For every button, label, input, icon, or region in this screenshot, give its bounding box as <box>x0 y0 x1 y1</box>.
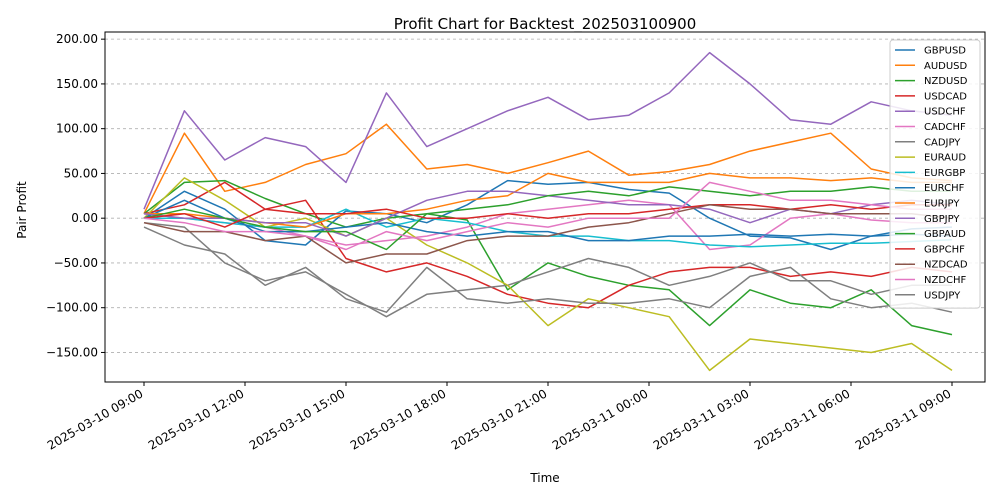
legend-box <box>889 39 981 309</box>
series-line-nzdchf <box>143 181 952 251</box>
y-axis: −150.00 −100.00 −50.00 0.00 50.00 100.00 150.0… <box>46 32 105 359</box>
y-tick-label: 100.00 <box>56 122 98 136</box>
plot-frame <box>104 31 986 383</box>
legend-label: NZDCAD <box>924 260 968 271</box>
series-line-nzdcad <box>143 204 953 264</box>
legend-label: USDJPY <box>924 290 961 301</box>
legend-label: EURGBP <box>924 168 965 179</box>
y-tick-label: 200.00 <box>56 32 98 46</box>
series-line-eurchf <box>143 199 953 242</box>
series-line-gbpchf <box>143 204 952 228</box>
legend-label: GBPCHF <box>924 244 965 255</box>
series-line-nzdusd <box>143 179 953 336</box>
legend-label: GBPUSD <box>924 46 966 57</box>
legend-label: NZDUSD <box>924 76 968 87</box>
series-line-usdjpy <box>143 226 953 313</box>
y-axis-title: Pair Profit <box>15 181 29 239</box>
series-line-cadjpy <box>143 221 952 318</box>
legend-label: CADJPY <box>924 137 961 148</box>
y-tick-label: 150.00 <box>56 77 98 91</box>
series-line-usdchf <box>143 51 953 210</box>
y-tick-label: 50.00 <box>64 166 98 180</box>
series-line-usdcad <box>143 181 953 309</box>
series-line-eurjpy <box>144 172 952 228</box>
y-tick-label: −50.00 <box>54 256 98 270</box>
legend-label: USDCAD <box>924 91 967 102</box>
legend-label: EURJPY <box>924 199 960 210</box>
legend-label: USDCHF <box>924 107 966 118</box>
series-line-gbpusd <box>143 179 953 251</box>
x-axis-title: Time <box>529 471 559 485</box>
series-lines <box>143 51 953 372</box>
series-line-audusd <box>143 123 953 215</box>
series-line-gbpaud <box>143 186 952 251</box>
legend-label: AUDUSD <box>924 61 968 72</box>
legend-label: GBPJPY <box>924 214 960 225</box>
series-line-cadchf <box>143 199 952 251</box>
legend-label: NZDCHF <box>924 275 967 286</box>
y-tick-label: −100.00 <box>46 301 98 315</box>
y-tick-label: 0.00 <box>71 211 98 225</box>
legend-label: EURAUD <box>924 153 966 164</box>
legend-label: CADCHF <box>924 122 966 133</box>
legend: GBPUSD AUDUSD NZDUSD USDCAD USDCHF CADCHF CADJ… <box>889 39 981 309</box>
legend-label: GBPAUD <box>924 229 966 240</box>
y-tick-label: −150.00 <box>46 345 98 359</box>
chart-title: Profit Chart for Backtest_202503100900 <box>394 15 697 34</box>
legend-label: EURCHF <box>924 183 965 194</box>
